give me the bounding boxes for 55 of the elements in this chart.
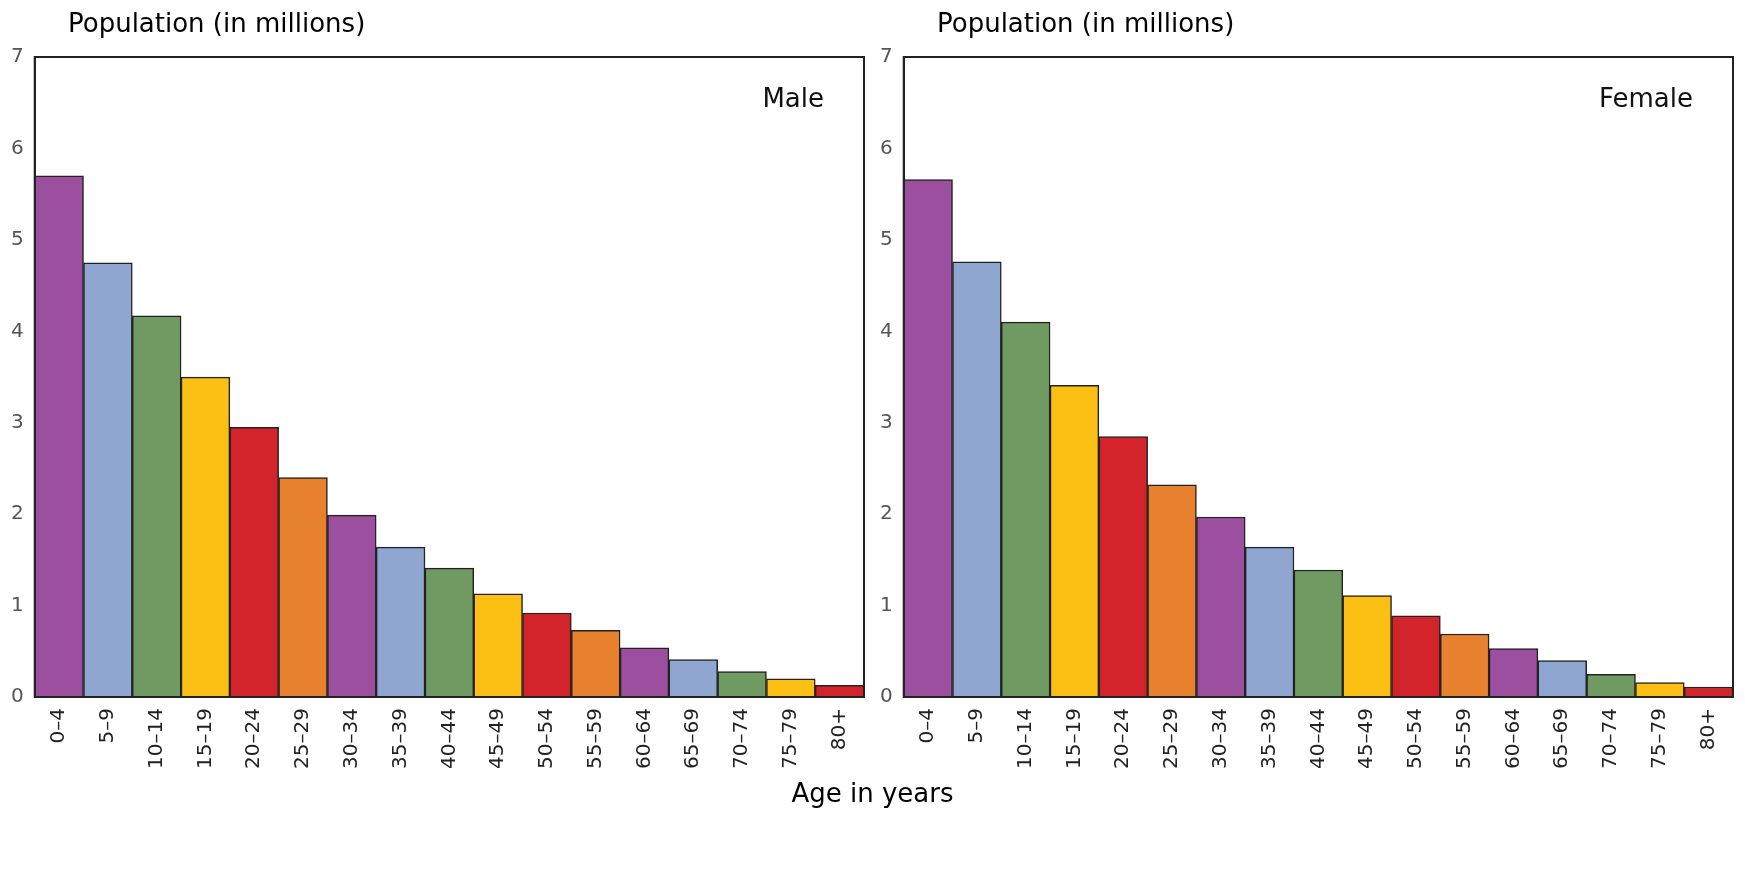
- x-axis-title: Age in years: [790, 778, 955, 808]
- y-tick-label: 4: [10, 317, 24, 342]
- x-tick-label: 45–49: [484, 708, 509, 770]
- x-tick-label: 65–69: [679, 708, 704, 770]
- y-tick-label: 1: [879, 591, 893, 616]
- x-tick-label: 50–54: [1402, 708, 1427, 770]
- y-tick-label: 1: [10, 591, 24, 616]
- x-tick-label: 20–24: [240, 708, 265, 770]
- x-tick-label: 25–29: [1158, 708, 1183, 770]
- y-tick-label: 0: [10, 683, 24, 708]
- x-tick-label: 70–74: [728, 708, 753, 770]
- annotation: Female: [1598, 82, 1693, 113]
- x-tick-label: 10–14: [142, 708, 167, 770]
- x-tick-label: 40–44: [435, 708, 460, 770]
- y-tick-label: 6: [10, 134, 24, 159]
- x-tick-label: 25–29: [289, 708, 314, 770]
- x-tick-label: 75–79: [1646, 708, 1671, 770]
- y-tick-label: 7: [879, 43, 893, 68]
- x-tick-label: 80+: [1694, 708, 1719, 751]
- x-tick-label: 75–79: [777, 708, 802, 770]
- y-tick-label: 5: [879, 226, 893, 251]
- y-tick-label: 3: [879, 408, 893, 433]
- y-tick-label: 4: [879, 317, 893, 342]
- y-tick-label: 2: [10, 500, 24, 525]
- x-tick-label: 5–9: [94, 708, 119, 744]
- y-tick-label: 0: [879, 683, 893, 708]
- x-tick-label: 70–74: [1597, 708, 1622, 770]
- x-tick-label: 60–64: [1499, 708, 1524, 770]
- x-tick-label: 10–14: [1011, 708, 1036, 770]
- x-tick-label: 65–69: [1548, 708, 1573, 770]
- x-tick-label: 15–19: [1060, 708, 1085, 770]
- x-tick-label: 20–24: [1109, 708, 1134, 770]
- annotation: Male: [762, 82, 824, 113]
- x-tick-label: 45–49: [1353, 708, 1378, 770]
- y-tick-label: 5: [10, 226, 24, 251]
- y-tick-label: 7: [10, 43, 24, 68]
- x-tick-label: 30–34: [1207, 708, 1231, 770]
- x-tick-label: 30–34: [338, 708, 362, 770]
- y-tick-label: 3: [10, 408, 24, 433]
- x-tick-label: 55–59: [1450, 708, 1475, 770]
- x-tick-label: 55–59: [581, 708, 606, 770]
- x-tick-label: 5–9: [963, 708, 988, 744]
- y-tick-label: 2: [879, 500, 893, 525]
- x-tick-label: 35–39: [1255, 708, 1280, 770]
- x-tick-label: 35–39: [386, 708, 411, 770]
- x-tick-label: 80+: [825, 708, 850, 751]
- y-axis-title: Population (in millions): [67, 8, 367, 40]
- x-tick-label: 60–64: [630, 708, 655, 770]
- x-tick-label: 0–4: [45, 708, 70, 744]
- y-tick-label: 6: [879, 134, 893, 159]
- x-tick-label: 15–19: [191, 708, 216, 770]
- x-tick-label: 0–4: [914, 708, 939, 744]
- y-axis-title: Population (in millions): [936, 8, 1236, 40]
- x-tick-label: 40–44: [1304, 708, 1329, 770]
- x-tick-label: 50–54: [533, 708, 558, 770]
